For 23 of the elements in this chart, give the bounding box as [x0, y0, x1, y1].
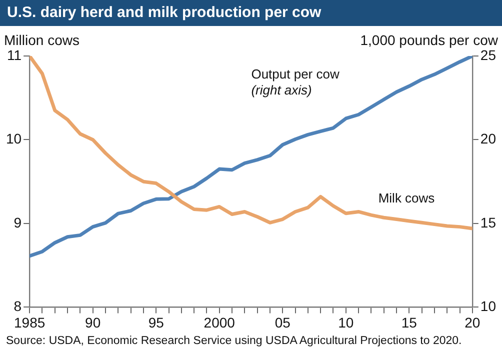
x-tick-label: 15 [401, 314, 418, 330]
y2-tick-label: 15 [480, 214, 496, 230]
y-axis-title: Million cows [4, 32, 80, 48]
y-tick-label: 11 [7, 46, 22, 63]
x-tick-label: 90 [85, 314, 101, 330]
x-tick-label: 20 [464, 314, 480, 330]
y2-tick-label: 10 [480, 298, 496, 314]
annotation: (right axis) [251, 82, 312, 98]
y-tick-label: 8 [14, 298, 22, 314]
series-label: Milk cows [378, 190, 436, 206]
x-tick-label: 05 [274, 314, 291, 330]
x-tick-label: 1985 [14, 314, 46, 330]
y-tick-label: 9 [14, 214, 22, 230]
chart-title: U.S. dairy herd and milk production per cow [0, 0, 502, 26]
x-tick-label: 2000 [204, 314, 236, 330]
x-tick-label: 10 [338, 314, 354, 330]
y2-tick-label: 20 [480, 130, 496, 147]
x-tick-label: 95 [148, 314, 164, 330]
y2-axis-title: 1,000 pounds per cow [360, 32, 499, 48]
y2-tick-label: 25 [480, 46, 496, 63]
text: Output per cow [251, 66, 340, 82]
y-tick-label: 10 [6, 130, 22, 147]
source-note: Source: USDA, Economic Research Service using USDA Agricultural Projections to 2020. [5, 335, 463, 347]
